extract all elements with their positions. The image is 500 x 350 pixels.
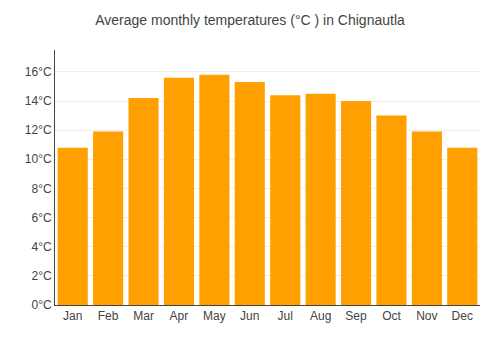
- svg-text:Jun: Jun: [240, 309, 259, 323]
- svg-text:6°C: 6°C: [31, 211, 51, 225]
- svg-text:Jan: Jan: [63, 309, 82, 323]
- svg-text:14°C: 14°C: [25, 94, 52, 108]
- svg-text:8°C: 8°C: [31, 182, 51, 196]
- svg-text:Sep: Sep: [345, 309, 367, 323]
- svg-text:Aug: Aug: [310, 309, 331, 323]
- svg-text:16°C: 16°C: [25, 65, 52, 79]
- svg-text:Jul: Jul: [278, 309, 293, 323]
- svg-text:Mar: Mar: [133, 309, 154, 323]
- svg-text:Nov: Nov: [416, 309, 437, 323]
- svg-text:Average monthly temperatures (: Average monthly temperatures (°C ) in Ch…: [95, 12, 405, 28]
- svg-text:Dec: Dec: [452, 309, 473, 323]
- svg-text:May: May: [203, 309, 226, 323]
- svg-text:10°C: 10°C: [25, 152, 52, 166]
- svg-text:Oct: Oct: [382, 309, 401, 323]
- svg-text:2°C: 2°C: [31, 269, 51, 283]
- svg-text:Feb: Feb: [98, 309, 119, 323]
- svg-text:Apr: Apr: [170, 309, 189, 323]
- svg-text:0°C: 0°C: [31, 298, 51, 312]
- svg-text:12°C: 12°C: [25, 123, 52, 137]
- svg-text:4°C: 4°C: [31, 240, 51, 254]
